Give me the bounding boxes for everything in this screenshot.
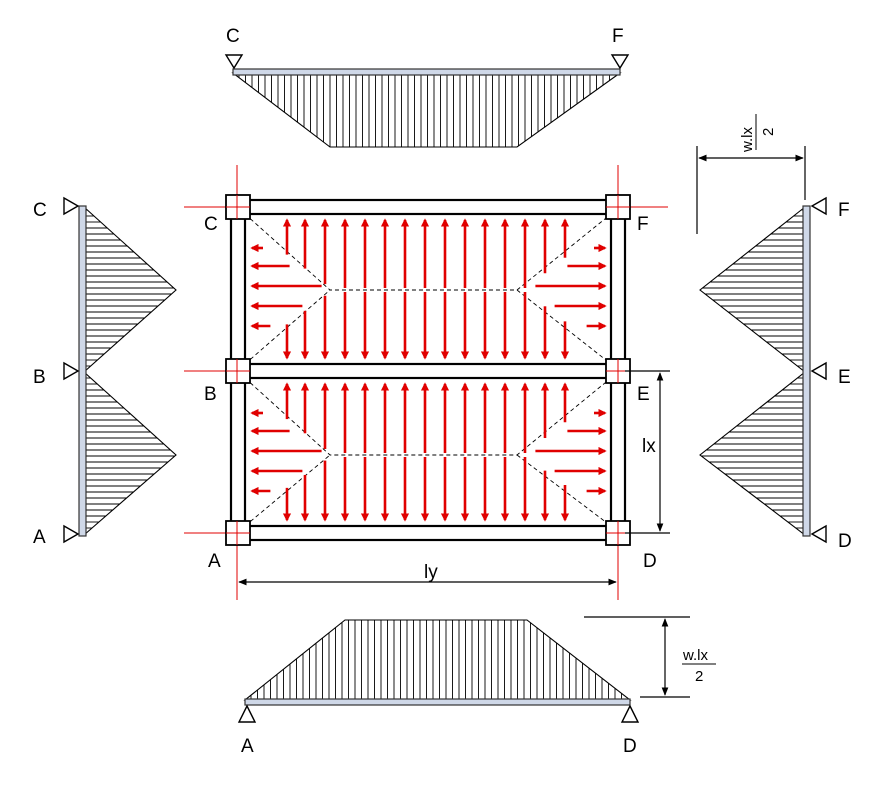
label-f-top: F: [612, 26, 624, 47]
plan-label-a: A: [208, 551, 221, 572]
label-a-bottom: A: [241, 736, 254, 757]
right-load-numerator: w.lx: [739, 126, 756, 153]
ly-dimension-label: ly: [424, 562, 438, 583]
support-a-bottom: [237, 704, 257, 723]
bottom-beam-load-hatching: [250, 620, 629, 699]
label-c-top: C: [226, 26, 240, 47]
plan-label-e: E: [637, 384, 650, 405]
label-b-left: B: [33, 367, 46, 388]
support-d-bottom: [620, 704, 640, 723]
right-beam-bar: [802, 205, 811, 537]
top-beam-cf: C F: [224, 26, 630, 148]
right-beam-fed: F E D w.lx 2: [696, 114, 852, 552]
label-a-left: A: [33, 527, 46, 548]
plan-label-f: F: [637, 214, 649, 235]
support-c-top: [224, 54, 244, 70]
slab-plan: C F B E A D ly lx: [184, 165, 670, 600]
label-c-left: C: [33, 200, 47, 221]
top-beam-bar: [232, 68, 621, 76]
support-a-left: [63, 524, 80, 544]
load-transfer-arrows: [250, 218, 607, 522]
columns: [225, 194, 631, 546]
plan-label-d: D: [643, 551, 657, 572]
left-beam-cba: C B A: [33, 196, 177, 548]
left-beam-load-hatching: [84, 209, 175, 535]
support-f-top: [610, 54, 630, 70]
support-e-right: [810, 361, 827, 381]
bottom-load-numerator: w.lx: [682, 647, 709, 664]
label-d-bottom: D: [623, 736, 637, 757]
support-f-right: [810, 196, 827, 216]
support-d-right: [810, 524, 827, 544]
support-b-left: [63, 361, 80, 381]
support-c-left: [63, 196, 80, 216]
left-beam-bar: [78, 205, 87, 537]
label-e-right: E: [838, 367, 851, 388]
bottom-beam-ad: A D w.lx 2: [237, 616, 716, 757]
label-f-right: F: [838, 200, 850, 221]
lx-dimension-label: lx: [642, 436, 656, 457]
bottom-load-denominator: 2: [695, 668, 703, 685]
right-load-denominator: 2: [760, 128, 777, 136]
plan-label-c: C: [204, 214, 218, 235]
plan-label-b: B: [204, 384, 217, 405]
right-beam-load-hatching: [701, 209, 805, 535]
label-d-right: D: [838, 531, 852, 552]
bottom-beam-bar: [244, 698, 631, 706]
top-beam-load-hatching: [238, 75, 617, 147]
